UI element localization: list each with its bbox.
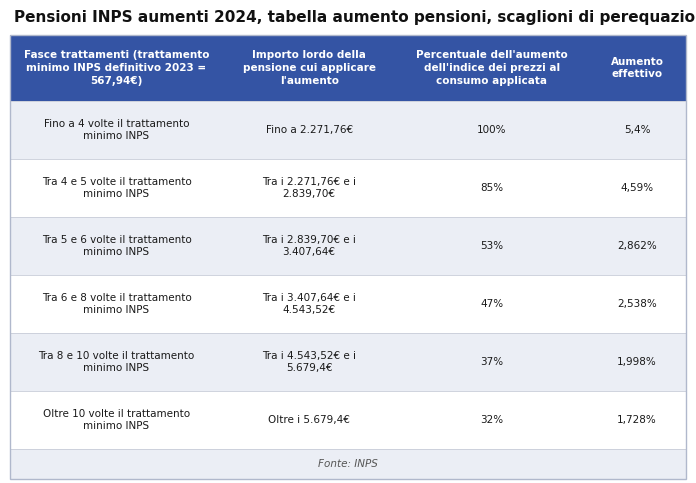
Bar [10,391,686,449]
Bar [10,101,686,159]
Text: Fino a 2.271,76€: Fino a 2.271,76€ [266,125,353,135]
Text: 2,862%: 2,862% [617,241,657,251]
Text: Tra 8 e 10 volte il trattamento
minimo INPS: Tra 8 e 10 volte il trattamento minimo I… [38,351,195,373]
Text: 47%: 47% [480,299,503,309]
Bar [10,159,686,217]
Text: Tra 5 e 6 volte il trattamento
minimo INPS: Tra 5 e 6 volte il trattamento minimo IN… [42,235,191,257]
Text: Oltre i 5.679,4€: Oltre i 5.679,4€ [268,415,350,425]
Text: 37%: 37% [480,357,503,367]
Text: Fasce trattamenti (trattamento
minimo INPS definitivo 2023 =
567,94€): Fasce trattamenti (trattamento minimo IN… [24,50,209,86]
Text: Fonte: INPS: Fonte: INPS [318,459,378,469]
Text: Tra i 3.407,64€ e i
4.543,52€: Tra i 3.407,64€ e i 4.543,52€ [262,293,356,315]
Text: 2,538%: 2,538% [617,299,657,309]
Text: Tra i 2.839,70€ e i
3.407,64€: Tra i 2.839,70€ e i 3.407,64€ [262,235,356,257]
Text: 100%: 100% [477,125,507,135]
Text: Percentuale dell'aumento
dell'indice dei prezzi al
consumo applicata: Percentuale dell'aumento dell'indice dei… [416,50,567,86]
Bar [10,275,686,333]
Bar [10,449,686,479]
Text: Tra i 2.271,76€ e i
2.839,70€: Tra i 2.271,76€ e i 2.839,70€ [262,177,356,199]
Text: 1,998%: 1,998% [617,357,657,367]
Bar [10,217,686,275]
Text: 85%: 85% [480,183,503,193]
Text: 5,4%: 5,4% [624,125,650,135]
Text: 32%: 32% [480,415,503,425]
Text: 1,728%: 1,728% [617,415,657,425]
Text: Aumento
effettivo: Aumento effettivo [610,57,663,79]
Text: Fino a 4 volte il trattamento
minimo INPS: Fino a 4 volte il trattamento minimo INP… [44,119,189,142]
Text: Tra i 4.543,52€ e i
5.679,4€: Tra i 4.543,52€ e i 5.679,4€ [262,351,356,373]
Text: Oltre 10 volte il trattamento
minimo INPS: Oltre 10 volte il trattamento minimo INP… [43,409,190,431]
Text: Tra 6 e 8 volte il trattamento
minimo INPS: Tra 6 e 8 volte il trattamento minimo IN… [42,293,191,315]
Text: 4,59%: 4,59% [620,183,654,193]
Text: 53%: 53% [480,241,503,251]
Text: Tra 4 e 5 volte il trattamento
minimo INPS: Tra 4 e 5 volte il trattamento minimo IN… [42,177,191,199]
Text: Importo lordo della
pensione cui applicare
l'aumento: Importo lordo della pensione cui applica… [243,50,376,86]
Text: Pensioni INPS aumenti 2024, tabella aumento pensioni, scaglioni di perequazione: Pensioni INPS aumenti 2024, tabella aume… [14,10,696,25]
Bar [10,35,686,101]
Bar [10,333,686,391]
